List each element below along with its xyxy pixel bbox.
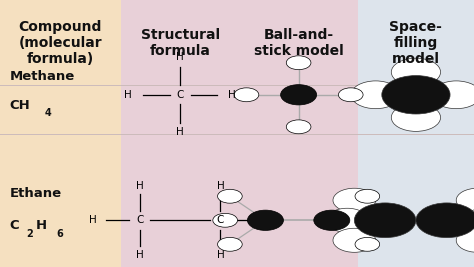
- Text: H: H: [136, 180, 144, 191]
- Text: Compound
(molecular
formula): Compound (molecular formula): [18, 19, 102, 66]
- Circle shape: [382, 76, 450, 114]
- Circle shape: [391, 104, 441, 131]
- Circle shape: [456, 228, 474, 252]
- Text: H: H: [217, 180, 224, 191]
- Circle shape: [314, 210, 350, 230]
- Text: Ethane: Ethane: [9, 187, 62, 200]
- Text: CH: CH: [9, 99, 30, 112]
- Text: C: C: [136, 215, 144, 225]
- Text: H: H: [36, 219, 46, 232]
- Circle shape: [351, 81, 400, 109]
- Text: H: H: [89, 215, 96, 225]
- Circle shape: [456, 188, 474, 212]
- Text: H: H: [124, 90, 132, 100]
- Circle shape: [354, 203, 416, 238]
- Circle shape: [286, 56, 311, 70]
- Text: Structural
formula: Structural formula: [141, 28, 219, 58]
- Circle shape: [416, 203, 474, 238]
- Circle shape: [247, 210, 283, 230]
- Text: Methane: Methane: [9, 70, 75, 83]
- Circle shape: [355, 189, 380, 203]
- Text: C: C: [176, 90, 184, 100]
- Text: Space-
filling
model: Space- filling model: [390, 19, 442, 66]
- Circle shape: [338, 88, 363, 102]
- Circle shape: [431, 81, 474, 109]
- Circle shape: [286, 120, 311, 134]
- FancyBboxPatch shape: [0, 0, 121, 267]
- Circle shape: [218, 237, 242, 251]
- Circle shape: [360, 213, 384, 227]
- Circle shape: [463, 208, 474, 232]
- Text: H: H: [176, 127, 184, 137]
- Circle shape: [281, 85, 317, 105]
- Circle shape: [391, 58, 441, 86]
- Circle shape: [234, 88, 259, 102]
- Text: H: H: [176, 52, 184, 62]
- Circle shape: [218, 189, 242, 203]
- Text: H: H: [217, 250, 224, 260]
- Text: Ball-and-
stick model: Ball-and- stick model: [254, 28, 344, 58]
- Text: C: C: [217, 215, 224, 225]
- Text: 6: 6: [56, 229, 63, 239]
- Text: H: H: [228, 90, 236, 100]
- Circle shape: [213, 213, 237, 227]
- FancyBboxPatch shape: [121, 0, 239, 267]
- FancyBboxPatch shape: [239, 0, 358, 267]
- Circle shape: [326, 208, 369, 232]
- Text: C: C: [9, 219, 19, 232]
- Text: H: H: [136, 250, 144, 260]
- Circle shape: [333, 188, 375, 212]
- Text: H: H: [264, 215, 272, 225]
- Text: 2: 2: [26, 229, 33, 239]
- FancyBboxPatch shape: [358, 0, 474, 267]
- Circle shape: [355, 237, 380, 251]
- Circle shape: [333, 228, 375, 252]
- Text: 4: 4: [45, 108, 52, 119]
